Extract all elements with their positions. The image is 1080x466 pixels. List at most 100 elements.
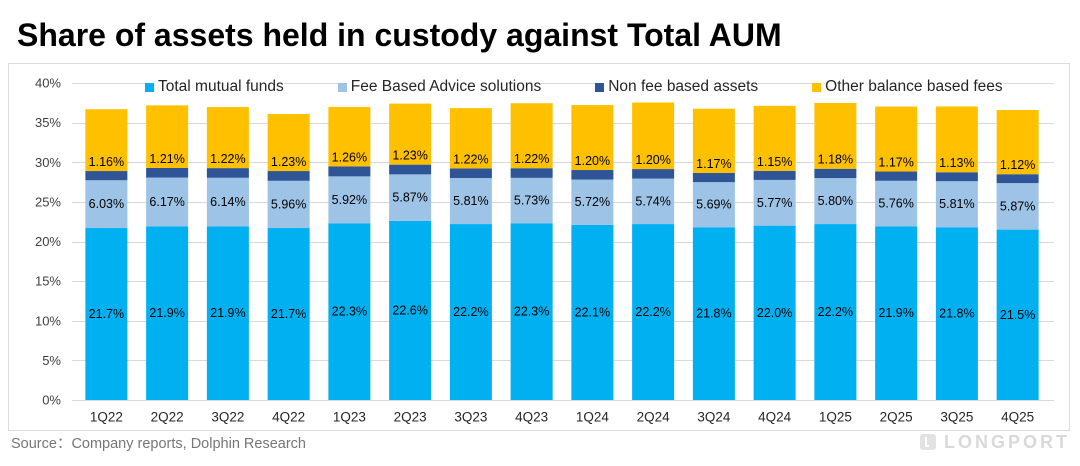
bar-segment-fee-based-advice-solutions — [571, 179, 614, 225]
data-label: 1.13% — [939, 156, 974, 170]
bar-segment-other-balance-based-fees — [449, 108, 492, 169]
bar-segment-total-mutual-funds — [935, 227, 978, 400]
bar-segment-total-mutual-funds — [85, 228, 128, 400]
data-label: 1.15% — [757, 155, 792, 169]
source-note: Source：Company reports, Dolphin Research — [11, 436, 306, 452]
bar-segment-non-fee-based-assets — [328, 166, 371, 177]
data-label: 22.6% — [392, 303, 427, 317]
legend-item-other-balance-based-fees: Other balance based fees — [812, 78, 1003, 96]
data-label: 1.20% — [575, 154, 610, 168]
bar-segment-total-mutual-funds — [692, 227, 735, 400]
data-label: 5.69% — [696, 198, 731, 212]
x-tick-label: 2Q24 — [637, 410, 671, 425]
data-label: 5.87% — [392, 191, 427, 205]
bar-segment-fee-based-advice-solutions — [206, 177, 249, 227]
bar-segment-non-fee-based-assets — [632, 169, 675, 179]
data-label: 1.21% — [149, 152, 184, 166]
data-label: 1.23% — [271, 155, 306, 169]
legend-label: Fee Based Advice solutions — [350, 78, 542, 95]
bar-segment-non-fee-based-assets — [449, 168, 492, 179]
y-tick-label: 30% — [35, 155, 61, 170]
data-label: 21.7% — [271, 307, 306, 321]
data-label: 21.7% — [89, 307, 124, 321]
x-tick-label: 3Q23 — [454, 410, 487, 425]
bar-segment-non-fee-based-assets — [206, 168, 249, 178]
legend-item-total-mutual-funds: Total mutual funds — [145, 78, 284, 96]
bar-segment-other-balance-based-fees — [571, 105, 614, 171]
data-label: 1.26% — [332, 150, 367, 164]
x-tick-label: 1Q23 — [333, 410, 366, 425]
bar-segment-non-fee-based-assets — [753, 170, 796, 180]
data-label: 5.77% — [757, 196, 792, 210]
bar-segment-total-mutual-funds — [449, 224, 492, 400]
data-label: 21.5% — [1000, 308, 1035, 322]
bar-segment-fee-based-advice-solutions — [146, 177, 189, 227]
bar-segment-total-mutual-funds — [996, 229, 1039, 400]
x-tick-label: 3Q24 — [697, 410, 731, 425]
legend-item-non-fee-based-assets: Non fee based assets — [595, 78, 759, 96]
bar-segment-fee-based-advice-solutions — [875, 180, 918, 227]
x-tick-label: 4Q24 — [758, 410, 792, 425]
bar-segment-fee-based-advice-solutions — [449, 178, 492, 225]
data-label: 21.9% — [210, 306, 245, 320]
bar-segment-other-balance-based-fees — [753, 105, 796, 171]
bar-segment-other-balance-based-fees — [389, 103, 432, 165]
bar-segment-non-fee-based-assets — [510, 168, 553, 178]
y-tick-label: 5% — [42, 353, 61, 368]
y-tick-label: 0% — [42, 393, 61, 408]
chart-legend: Total mutual funds Fee Based Advice solu… — [145, 78, 1003, 96]
bar-segment-fee-based-advice-solutions — [632, 178, 675, 225]
bar-segment-total-mutual-funds — [328, 223, 371, 400]
data-label: 22.3% — [514, 305, 549, 319]
chart-frame — [8, 63, 1070, 431]
bar-segment-other-balance-based-fees — [875, 106, 918, 172]
data-label: 5.72% — [575, 195, 610, 209]
data-label: 1.23% — [392, 149, 427, 163]
x-tick-label: 1Q24 — [576, 410, 610, 425]
data-label: 22.2% — [818, 305, 853, 319]
bar-segment-other-balance-based-fees — [267, 113, 310, 172]
bar-segment-total-mutual-funds — [389, 220, 432, 400]
data-label: 5.92% — [332, 193, 367, 207]
bar-segment-fee-based-advice-solutions — [510, 177, 553, 224]
data-label: 6.14% — [210, 195, 245, 209]
bar-segment-fee-based-advice-solutions — [935, 181, 978, 228]
y-tick-label: 15% — [35, 274, 61, 289]
legend-swatch — [145, 82, 154, 92]
bar-segment-total-mutual-funds — [206, 226, 249, 400]
x-tick-label: 2Q25 — [880, 410, 913, 425]
bar-segment-total-mutual-funds — [814, 224, 857, 400]
bar-segment-other-balance-based-fees — [632, 102, 675, 170]
data-label: 1.17% — [878, 156, 913, 170]
bar-segment-other-balance-based-fees — [814, 102, 857, 169]
chart-title: Share of assets held in custody against … — [17, 17, 782, 53]
data-label: 1.22% — [514, 152, 549, 166]
data-label: 22.2% — [453, 305, 488, 319]
bar-segment-fee-based-advice-solutions — [328, 176, 371, 224]
legend-swatch — [595, 82, 605, 92]
bar-segment-other-balance-based-fees — [692, 108, 735, 173]
y-tick-label: 25% — [35, 194, 61, 209]
x-tick-label: 2Q23 — [394, 410, 427, 425]
bar-segment-fee-based-advice-solutions — [814, 178, 857, 225]
data-label: 21.9% — [878, 306, 913, 320]
bar-segment-other-balance-based-fees — [328, 106, 371, 167]
x-tick-label: 4Q25 — [1001, 410, 1034, 425]
x-tick-label: 4Q22 — [272, 410, 305, 425]
data-label: 5.96% — [271, 197, 306, 211]
bar-segment-other-balance-based-fees — [146, 105, 189, 168]
bar-segment-total-mutual-funds — [875, 226, 918, 400]
bar-segment-other-balance-based-fees — [510, 103, 553, 169]
bar-segment-non-fee-based-assets — [875, 171, 918, 181]
data-label: 1.22% — [210, 152, 245, 166]
bar-segment-non-fee-based-assets — [267, 171, 310, 181]
longport-logo-icon — [920, 434, 936, 450]
data-label: 1.20% — [635, 153, 670, 167]
bar-segment-fee-based-advice-solutions — [389, 174, 432, 221]
data-label: 21.9% — [149, 306, 184, 320]
legend-swatch — [337, 82, 347, 92]
data-label: 1.16% — [89, 155, 124, 169]
x-tick-label: 3Q22 — [211, 410, 244, 425]
bar-segment-non-fee-based-assets — [146, 167, 189, 178]
